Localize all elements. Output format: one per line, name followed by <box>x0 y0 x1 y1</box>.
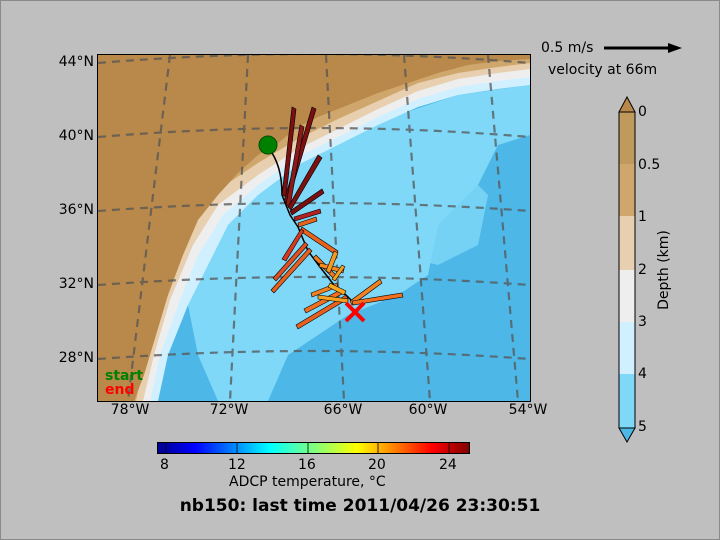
lon-label-78: 78°W <box>110 402 150 418</box>
depth-tick-1: 1 <box>638 209 647 225</box>
temp-tick-24: 24 <box>439 457 457 473</box>
temp-tick-16: 16 <box>298 457 316 473</box>
legend-start: start <box>105 368 144 384</box>
lon-label-60: 60°W <box>408 402 448 418</box>
lat-label-28: 28°N <box>58 350 94 366</box>
glider-track <box>267 146 355 304</box>
temp-colorbar-label: ADCP temperature, °C <box>229 474 386 490</box>
legend-end: end <box>105 382 135 398</box>
lon-label-72: 72°W <box>209 402 249 418</box>
velocity-arrows <box>270 106 404 330</box>
map-panel <box>97 54 531 402</box>
lat-label-32: 32°N <box>58 276 94 292</box>
velocity-key-speed: 0.5 m/s <box>541 40 594 56</box>
lat-label-36: 36°N <box>58 202 94 218</box>
depth-colorbar-label: Depth (km) <box>656 230 672 310</box>
velocity-arrow <box>270 247 313 294</box>
end-marker <box>344 301 366 323</box>
graticule <box>98 55 530 401</box>
temp-tick-12: 12 <box>228 457 246 473</box>
lon-label-54: 54°W <box>508 402 548 418</box>
lat-label-44: 44°N <box>58 54 94 70</box>
velocity-arrow <box>331 264 346 282</box>
figure-title: nb150: last time 2011/04/26 23:30:51 <box>179 496 541 516</box>
velocity-arrow <box>351 292 404 306</box>
lat-label-40: 40°N <box>58 128 94 144</box>
depth-tick-3: 3 <box>638 314 647 330</box>
depth-tick-5: 5 <box>638 419 647 435</box>
velocity-key-arrow <box>604 43 682 53</box>
velocity-arrow <box>293 208 322 222</box>
velocity-arrow <box>349 278 383 306</box>
temp-tick-8: 8 <box>160 457 169 473</box>
velocity-arrow <box>281 228 305 262</box>
start-marker <box>258 135 278 155</box>
velocity-arrow <box>327 282 347 296</box>
depth-tick-0: 0 <box>638 104 647 120</box>
velocity-arrow <box>317 294 349 304</box>
velocity-arrow <box>325 250 339 274</box>
velocity-arrow <box>281 106 297 198</box>
seamount-zone <box>348 155 488 265</box>
velocity-key-depth: velocity at 66m <box>548 62 658 78</box>
depth-tick-2: 2 <box>638 262 647 278</box>
temp-colorbar <box>157 442 470 454</box>
map-svg <box>98 55 530 401</box>
lon-label-66: 66°W <box>323 402 363 418</box>
land <box>98 55 530 401</box>
depth-tick-0.5: 0.5 <box>638 157 661 173</box>
temp-tick-20: 20 <box>368 457 386 473</box>
velocity-arrow <box>297 216 318 228</box>
depth-tick-4: 4 <box>638 366 647 382</box>
velocity-arrow <box>295 294 349 330</box>
velocity-arrow <box>272 241 309 282</box>
velocity-arrow <box>287 154 323 211</box>
velocity-arrow <box>289 188 325 216</box>
depth-colorbar <box>618 96 636 444</box>
